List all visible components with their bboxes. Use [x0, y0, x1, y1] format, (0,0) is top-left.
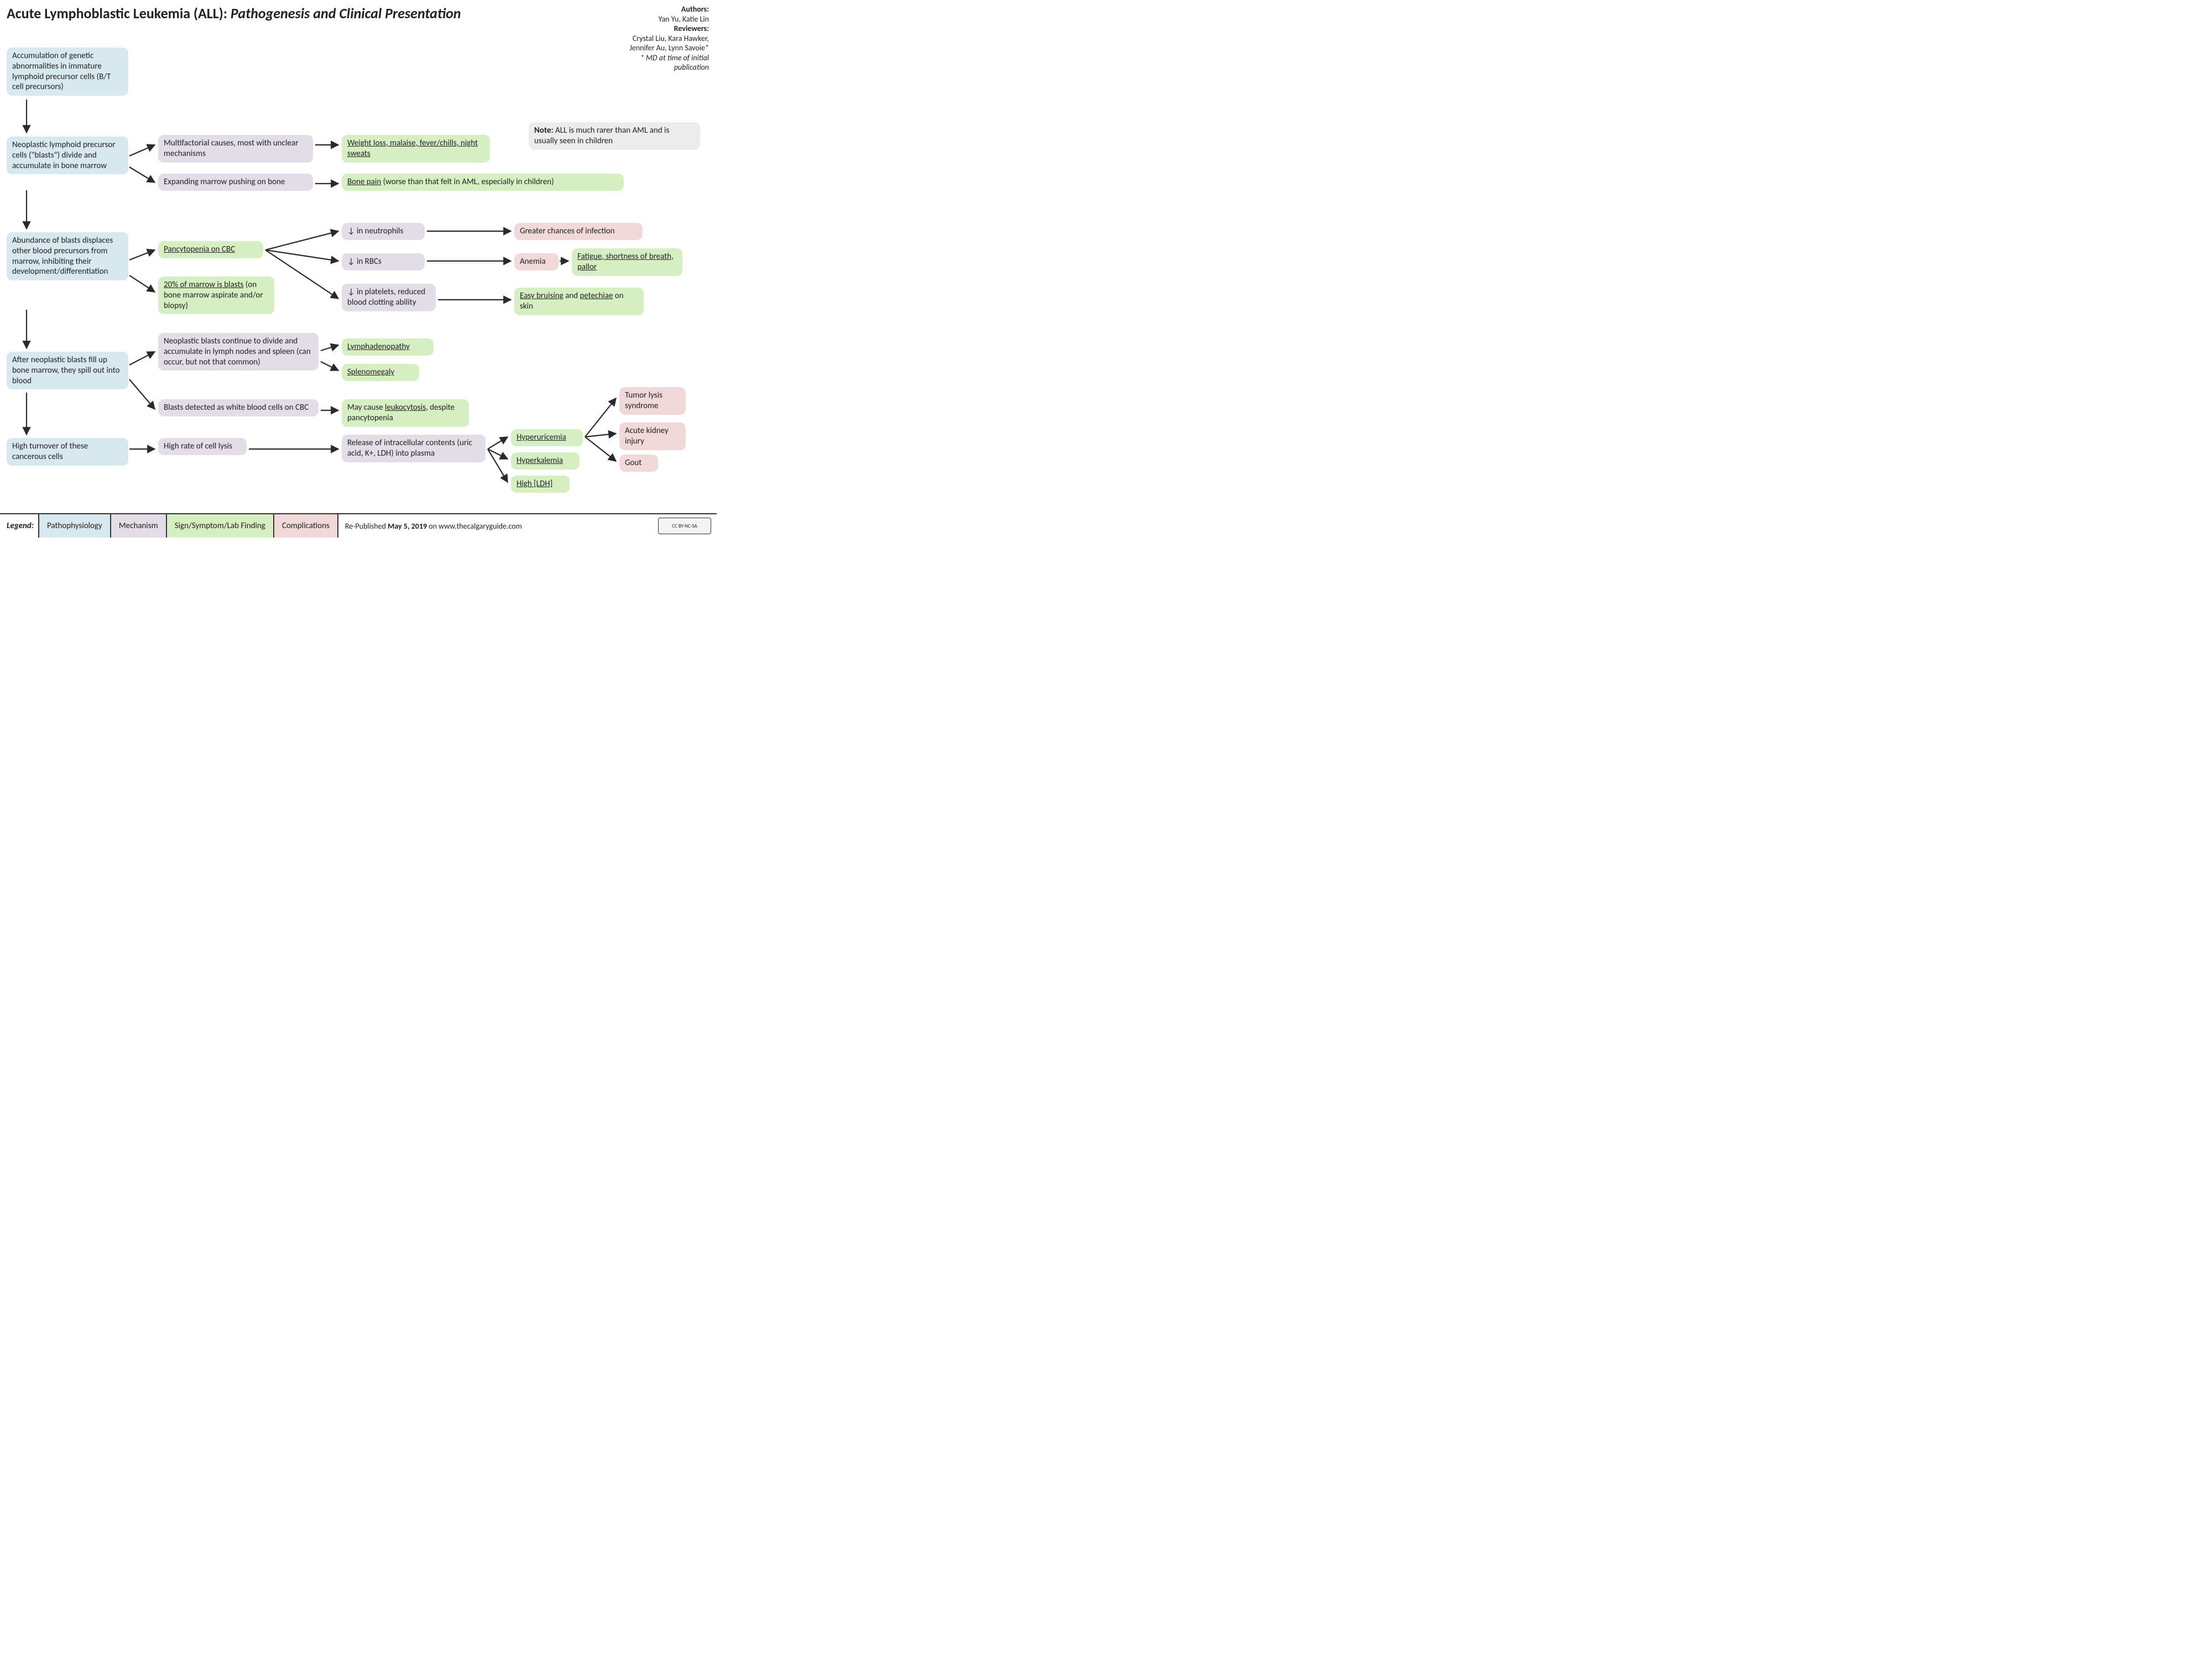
page-title: Acute Lymphoblastic Leukemia (ALL): Path…: [7, 4, 461, 22]
node-aki: Acute kidney injury: [619, 422, 686, 450]
node-cell-lysis: High rate of cell lysis: [158, 438, 247, 455]
reviewers-line-1: Crystal Liu, Kara Hawker,: [629, 34, 709, 44]
node-displace: Abundance of blasts displaces other bloo…: [7, 232, 128, 280]
bone-pain-tail: (worse than that felt in AML, especially…: [381, 177, 554, 187]
reviewers-heading: Reviewers:: [674, 24, 709, 33]
note-prefix: Note:: [534, 126, 555, 135]
footnote-2: publication: [629, 62, 709, 72]
legend-bar: Legend: Pathophysiology Mechanism Sign/S…: [0, 513, 717, 538]
node-20pct-blasts: 20% of marrow is blasts (on bone marrow …: [158, 276, 274, 314]
reviewers-line-2: Jennifer Au, Lynn Savoie*: [629, 43, 709, 53]
node-splenomegaly: Splenomegaly: [342, 364, 419, 381]
hyperuricemia-text: Hyperuricemia: [517, 432, 566, 442]
high-ldh-text: High [LDH]: [517, 479, 552, 489]
node-fatigue-pallor: Fatigue, shortness of breath, pallor: [572, 248, 682, 276]
note-box: Note: ALL is much rarer than AML and is …: [529, 122, 700, 150]
node-hyperuricemia: Hyperuricemia: [511, 429, 583, 446]
title-main: Acute Lymphoblastic Leukemia (ALL):: [7, 4, 231, 22]
node-blasts-as-wbc: Blasts detected as white blood cells on …: [158, 399, 319, 416]
node-blasts-accum: Neoplastic lymphoid precursor cells ("bl…: [7, 137, 128, 174]
authors-heading: Authors:: [681, 4, 709, 14]
bone-pain-u: Bone pain: [347, 177, 381, 187]
node-infection-risk: Greater chances of infection: [514, 223, 643, 240]
petechiae-u: petechiae: [580, 291, 613, 301]
lymphadenopathy-text: Lymphadenopathy: [347, 342, 410, 352]
splenomegaly-text: Splenomegaly: [347, 367, 394, 377]
diagram-canvas: Acute Lymphoblastic Leukemia (ALL): Path…: [0, 0, 717, 538]
node-marrow-push: Expanding marrow pushing on bone: [158, 174, 313, 191]
node-tls: Tumor lysis syndrome: [619, 387, 686, 415]
node-hyperkalemia: Hyperkalemia: [511, 452, 580, 469]
node-low-platelets: ↓ in platelets, reduced blood clotting a…: [342, 284, 436, 311]
legend-chip-patho: Pathophysiology: [38, 514, 111, 538]
repub-c: on www.thecalgaryguide.com: [427, 521, 522, 531]
legend-chip-mech: Mechanism: [111, 514, 167, 538]
node-gout: Gout: [619, 455, 658, 472]
repub-a: Re-Published: [345, 521, 388, 531]
bruising-mid: and: [564, 291, 580, 301]
leuko-a: May cause: [347, 403, 385, 413]
authors-block: Authors: Yan Yu, Katie Lin Reviewers: Cr…: [629, 4, 709, 72]
node-b-symptoms: Weight loss, malaise, fever/chills, nigh…: [342, 135, 490, 163]
node-lymphadenopathy: Lymphadenopathy: [342, 338, 434, 356]
title-sub: Pathogenesis and Clinical Presentation: [231, 4, 461, 22]
node-lymph-spleen: Neoplastic blasts continue to divide and…: [158, 333, 319, 371]
node-pancytopenia: Pancytopenia on CBC: [158, 241, 263, 258]
node-leukocytosis: May cause leukocytosis, despite pancytop…: [342, 399, 469, 427]
legend-label: Legend:: [0, 521, 38, 531]
legend-chip-comp: Complications: [274, 514, 338, 538]
repub-date: May 5, 2019: [388, 521, 427, 531]
republished-text: Re-Published May 5, 2019 on www.thecalga…: [338, 521, 658, 531]
node-high-turnover: High turnover of these cancerous cells: [7, 438, 128, 466]
footnote-1: * MD at time of initial: [629, 53, 709, 63]
fatigue-text: Fatigue, shortness of breath, pallor: [577, 252, 674, 272]
b-symptoms-text: Weight loss, malaise, fever/chills, nigh…: [347, 138, 478, 159]
node-low-neutrophils: ↓ in neutrophils: [342, 223, 425, 240]
bruising-u: Easy bruising: [520, 291, 564, 301]
node-high-ldh: High [LDH]: [511, 476, 570, 493]
node-bone-pain: Bone pain (worse than that felt in AML, …: [342, 174, 624, 191]
hyperkalemia-text: Hyperkalemia: [517, 456, 563, 466]
cc-badge-icon: CC BY-NC-SA: [658, 518, 711, 534]
node-anemia: Anemia: [514, 253, 559, 270]
node-bruising-petechiae: Easy bruising and petechiae on skin: [514, 288, 644, 315]
node-multifactorial: Multifactorial causes, most with unclear…: [158, 135, 313, 163]
authors-names: Yan Yu, Katie Lin: [629, 14, 709, 24]
blasts-20-u: 20% of marrow is blasts: [164, 280, 243, 290]
node-genetic-abn: Accumulation of genetic abnormalities in…: [7, 48, 128, 96]
pancytopenia-text: Pancytopenia on CBC: [164, 244, 235, 254]
node-release-contents: Release of intracellular contents (uric …: [342, 435, 486, 462]
node-low-rbc: ↓ in RBCs: [342, 253, 425, 270]
legend-chip-sign: Sign/Symptom/Lab Finding: [167, 514, 274, 538]
node-spill-blood: After neoplastic blasts fill up bone mar…: [7, 352, 128, 389]
leuko-b: leukocytosis: [385, 403, 426, 413]
